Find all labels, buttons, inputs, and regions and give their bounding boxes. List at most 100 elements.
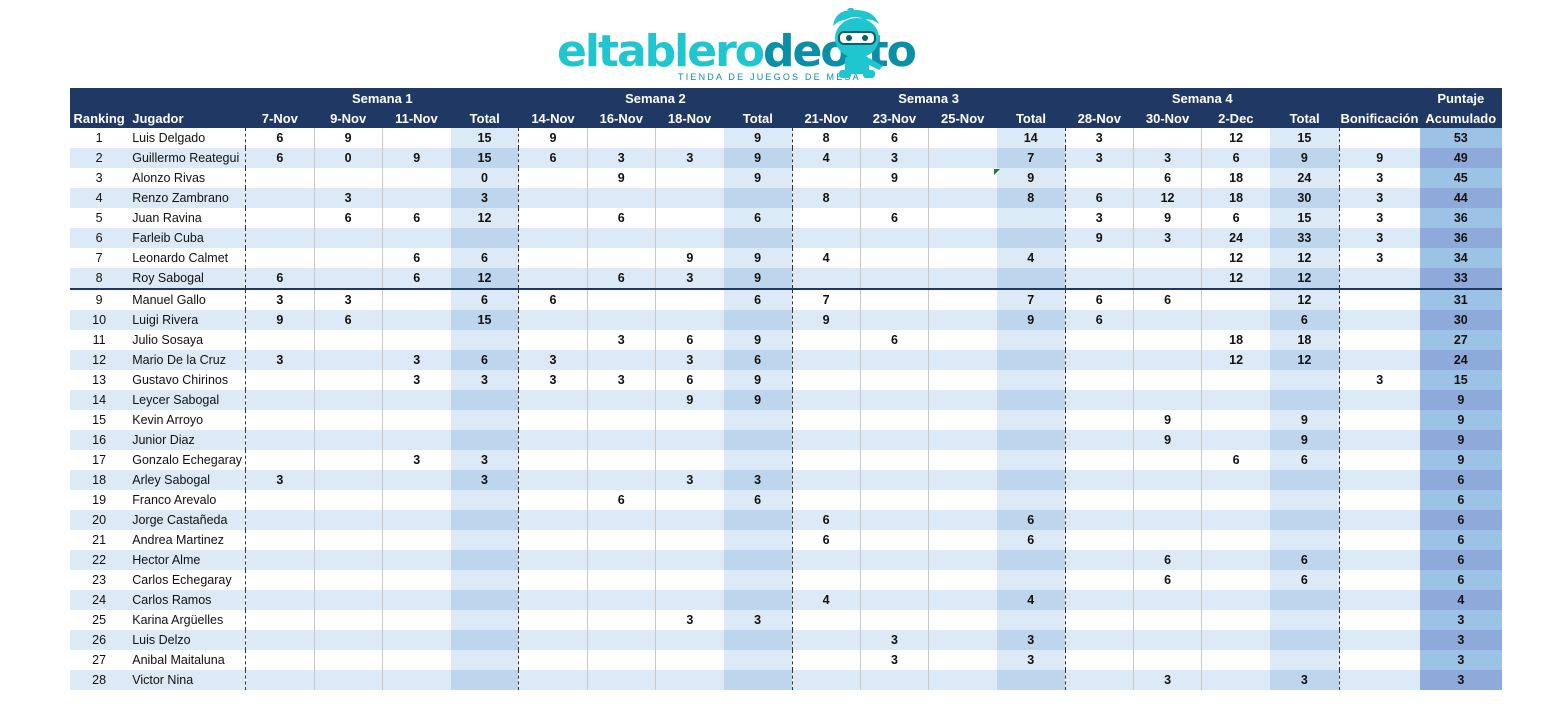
- week-total-cell: 9: [723, 168, 792, 188]
- score-cell: [791, 610, 861, 630]
- score-cell: [859, 228, 929, 248]
- rank-cell: 24: [70, 590, 129, 610]
- date-column-header: 21-Nov: [792, 108, 861, 128]
- bonus-cell: [1338, 390, 1420, 410]
- week-total-cell: 12: [1269, 248, 1340, 268]
- week-total-cell: 18: [1269, 330, 1340, 350]
- week-total-cell: 12: [450, 268, 519, 289]
- score-cell: [859, 268, 929, 289]
- score-cell: [245, 188, 314, 208]
- score-cell: [381, 430, 451, 450]
- week-total-cell: [996, 370, 1066, 390]
- week-total-cell: 15: [1269, 208, 1340, 228]
- week-total-cell: [996, 610, 1066, 630]
- week-total-cell: 6: [450, 350, 519, 370]
- score-cell: [245, 530, 314, 550]
- score-cell: [381, 570, 451, 590]
- score-cell: [245, 410, 314, 430]
- score-cell: [518, 330, 588, 350]
- score-cell: 6: [245, 268, 314, 289]
- score-cell: [586, 650, 656, 670]
- score-cell: [928, 590, 997, 610]
- table-row: 4 Renzo Zambrano 3 3 8 8 6 12 18 30 3 44: [70, 188, 1502, 208]
- score-cell: 6: [791, 530, 861, 550]
- player-name-cell: Jorge Castañeda: [128, 510, 246, 530]
- score-cell: 3: [1132, 670, 1202, 690]
- rank-cell: 5: [70, 208, 129, 228]
- week-total-cell: [450, 410, 519, 430]
- table-row: 22 Hector Alme 6 6 6: [70, 550, 1502, 570]
- week-total-cell: 9: [723, 390, 792, 410]
- date-column-header: 28-Nov: [1065, 108, 1134, 128]
- score-cell: [791, 490, 861, 510]
- score-cell: 3: [859, 650, 929, 670]
- score-cell: [313, 168, 383, 188]
- week-total-cell: [723, 188, 792, 208]
- score-cell: [654, 530, 724, 550]
- week-total-cell: 6: [723, 288, 792, 310]
- player-name-cell: Anibal Maitaluna: [128, 650, 246, 670]
- score-cell: [859, 490, 929, 510]
- bonus-cell: [1338, 610, 1420, 630]
- table-row: 7 Leonardo Calmet 6 6 9 9 4 4 12 12 3 34: [70, 248, 1502, 268]
- score-cell: 6: [381, 268, 451, 289]
- week-total-cell: [450, 430, 519, 450]
- score-cell: 0: [313, 148, 383, 168]
- logo-tagline: TIENDA DE JUEGOS DE MESA: [678, 72, 861, 82]
- score-cell: [245, 228, 314, 248]
- table-row: 11 Julio Sosaya 3 6 9 6 18 18 27: [70, 330, 1502, 350]
- week-total-cell: [450, 530, 519, 550]
- score-cell: [586, 450, 656, 470]
- score-cell: 6: [1201, 208, 1270, 228]
- rank-cell: 3: [70, 168, 129, 188]
- week-total-cell: 9: [723, 330, 792, 350]
- score-cell: [791, 390, 861, 410]
- score-cell: [313, 530, 383, 550]
- header-row-weeks: Semana 1 Semana 2 Semana 3 Semana 4 Punt…: [70, 88, 1502, 108]
- week-total-cell: 6: [996, 510, 1066, 530]
- date-column-header: 11-Nov: [382, 108, 451, 128]
- score-cell: [313, 670, 383, 690]
- score-cell: [654, 228, 724, 248]
- score-cell: [245, 450, 314, 470]
- score-cell: [928, 510, 997, 530]
- week-total-column-header: Total: [723, 108, 792, 128]
- score-cell: [859, 450, 929, 470]
- player-name-cell: Juan Ravina: [128, 208, 246, 228]
- week-total-cell: [996, 268, 1066, 289]
- table-row: 8 Roy Sabogal 6 6 12 6 3 9 12 12 33: [70, 268, 1502, 289]
- rank-cell: 26: [70, 630, 129, 650]
- score-cell: [518, 530, 588, 550]
- score-cell: [1201, 288, 1270, 310]
- player-name-cell: Renzo Zambrano: [128, 188, 246, 208]
- score-cell: [1132, 650, 1202, 670]
- week-total-cell: [996, 350, 1066, 370]
- accumulated-cell: 4: [1419, 590, 1502, 610]
- accumulated-cell: 49: [1419, 148, 1502, 168]
- score-cell: [859, 470, 929, 490]
- score-cell: [859, 288, 929, 310]
- player-name-cell: Karina Argüelles: [128, 610, 246, 630]
- score-cell: [245, 490, 314, 510]
- bonus-cell: [1338, 430, 1420, 450]
- score-cell: [381, 670, 451, 690]
- score-cell: [381, 550, 451, 570]
- score-cell: [1201, 670, 1270, 690]
- score-cell: 6: [381, 248, 451, 268]
- score-cell: 9: [1132, 410, 1202, 430]
- score-cell: [518, 168, 588, 188]
- score-cell: [928, 208, 997, 228]
- week-total-cell: [723, 430, 792, 450]
- score-cell: [791, 430, 861, 450]
- accumulated-cell: 6: [1419, 550, 1502, 570]
- score-cell: [859, 310, 929, 330]
- week-total-column-header: Total: [996, 108, 1066, 128]
- score-cell: [859, 530, 929, 550]
- score-cell: [1064, 530, 1134, 550]
- rank-cell: 25: [70, 610, 129, 630]
- score-cell: [245, 330, 314, 350]
- week-total-cell: 12: [450, 208, 519, 228]
- score-cell: [1064, 390, 1134, 410]
- score-cell: [586, 530, 656, 550]
- score-cell: [1201, 630, 1270, 650]
